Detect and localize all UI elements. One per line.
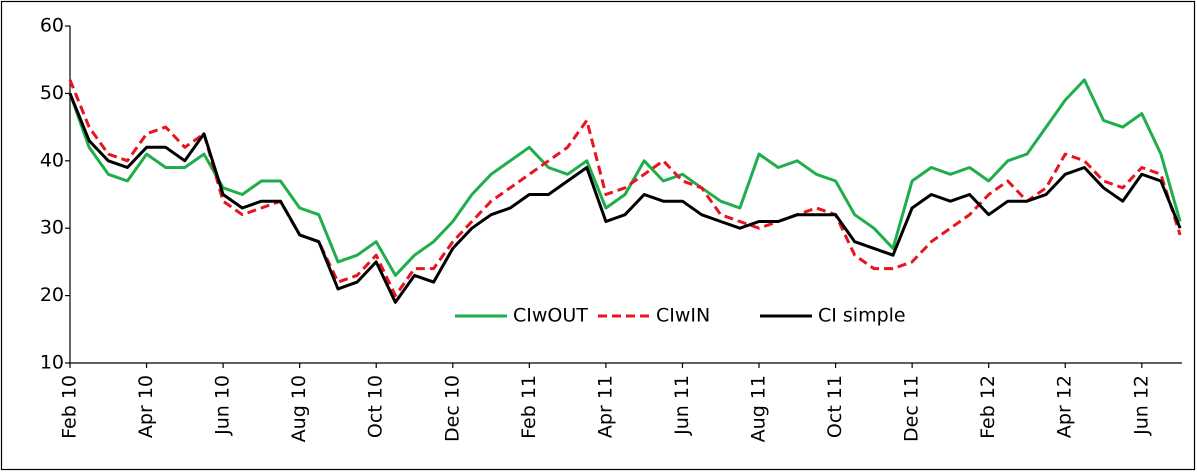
x-tick-label: Aug 11 xyxy=(748,375,770,442)
x-tick-label: Aug 10 xyxy=(288,375,310,442)
x-tick-label: Jun 11 xyxy=(671,375,693,436)
x-tick-label: Oct 11 xyxy=(824,375,846,438)
y-tick-label: 60 xyxy=(40,15,64,37)
y-tick-label: 40 xyxy=(40,149,64,171)
x-tick-label: Apr 12 xyxy=(1054,375,1076,438)
series-line xyxy=(68,79,1182,298)
x-tick-label: Feb 11 xyxy=(518,375,540,439)
y-tick-label: 20 xyxy=(40,284,64,306)
y-tick-label: 10 xyxy=(40,352,64,374)
series-line xyxy=(68,78,1182,277)
x-tick-label: Feb 12 xyxy=(977,375,999,439)
legend-label: CI simple xyxy=(818,305,906,327)
x-tick-label: Oct 10 xyxy=(365,375,387,438)
series-line xyxy=(68,92,1182,304)
legend-label: CIwOUT xyxy=(513,305,588,327)
x-tick-label: Dec 11 xyxy=(901,375,923,442)
x-tick-label: Jun 10 xyxy=(212,375,234,436)
x-tick-label: Apr 11 xyxy=(594,375,616,438)
legend-label: CIwIN xyxy=(656,305,710,327)
x-tick-label: Jun 12 xyxy=(1130,375,1152,436)
y-tick-label: 30 xyxy=(40,217,64,239)
x-tick-label: Dec 10 xyxy=(441,375,463,442)
x-tick-label: Apr 10 xyxy=(135,375,157,438)
y-tick-label: 50 xyxy=(40,82,64,104)
x-tick-label: Feb 10 xyxy=(59,375,81,439)
